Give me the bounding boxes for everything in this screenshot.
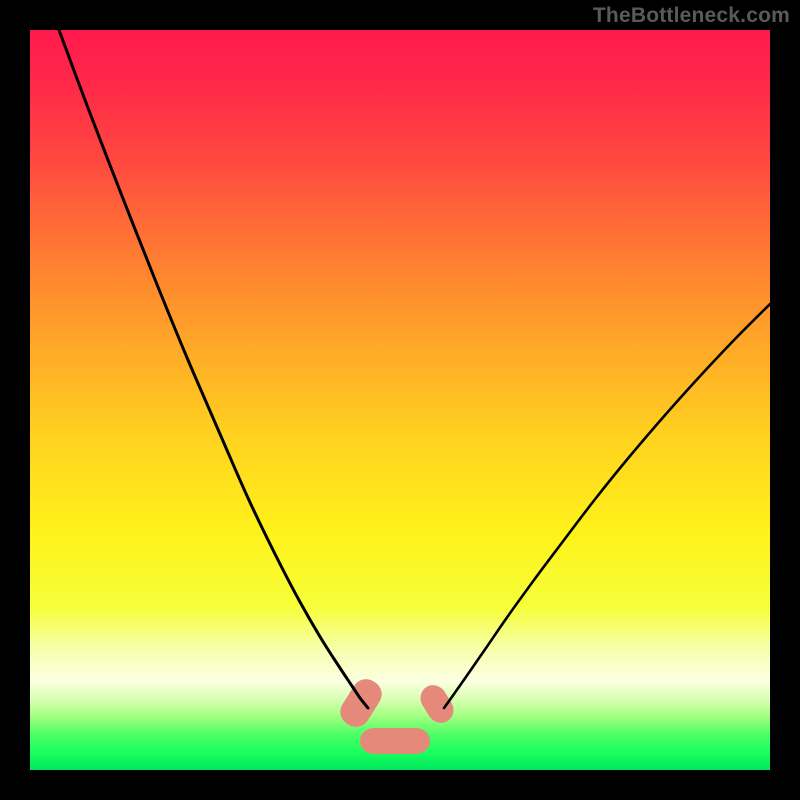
- right-curve: [444, 304, 770, 708]
- pink-blob: [335, 674, 387, 732]
- chart-frame: TheBottleneck.com: [0, 0, 800, 800]
- curves-layer: [30, 30, 770, 770]
- pink-blob: [360, 728, 430, 754]
- pink-blob: [415, 680, 458, 728]
- left-curve: [59, 30, 368, 708]
- watermark-text: TheBottleneck.com: [593, 4, 790, 28]
- plot-area: [30, 30, 770, 770]
